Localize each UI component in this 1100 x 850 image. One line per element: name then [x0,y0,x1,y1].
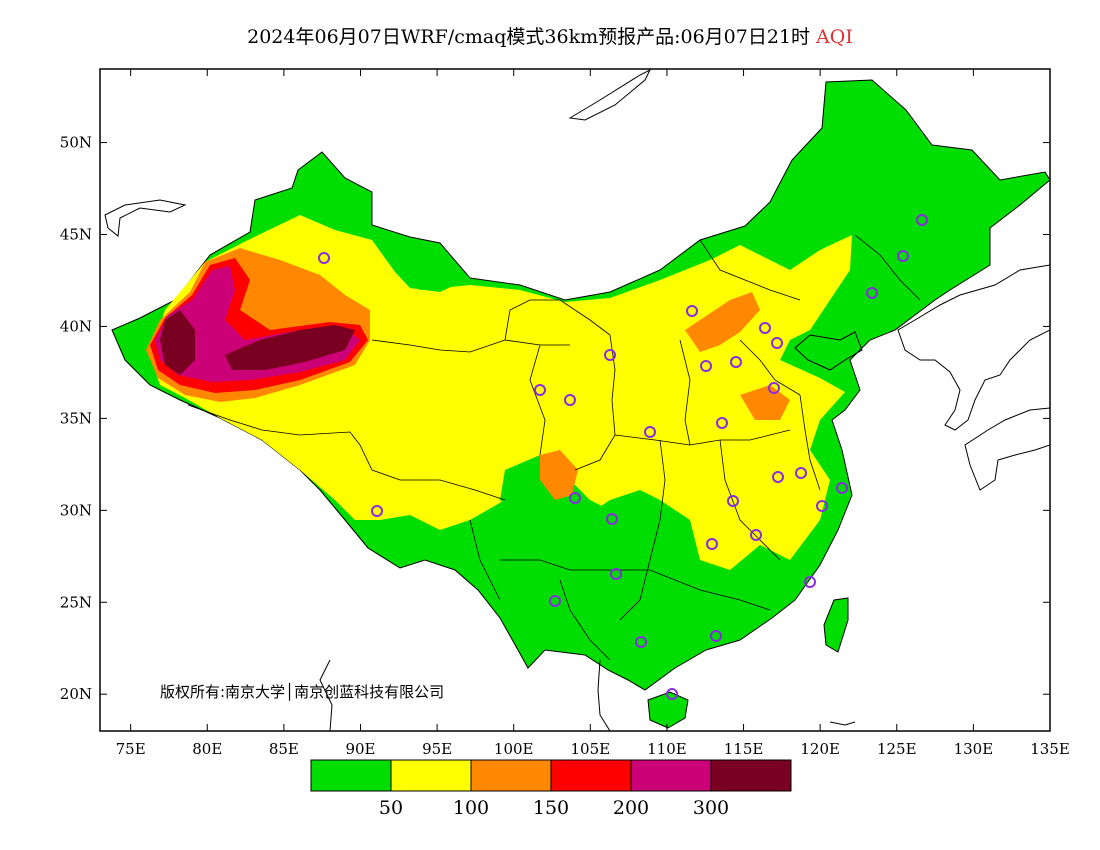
longitude-axis: 75E 80E 85E 90E 95E 100E 105E 110E 115E 120E 125E 1… [116,69,1070,758]
colorbar-label: 150 [533,797,569,819]
lon-tick-label: 110E [647,740,687,758]
province-borders [187,234,921,661]
lon-tick-label: 120E [800,740,840,758]
lon-tick-label: 100E [494,740,534,758]
station-markers [318,214,928,700]
colorbar-swatch [630,759,712,792]
colorbar-swatch [310,759,392,792]
latitude-axis: 20N 25N 30N 35N 40N 45N 50N [60,134,1050,703]
lat-tick-label: 20N [60,685,92,703]
aqi-sensitive-north-china [685,292,760,352]
lon-tick-label: 80E [192,740,222,758]
title-text: 2024年06月07日WRF/cmaq模式36km预报产品:06月07日21时 [247,26,811,48]
colorbar-swatch [710,759,792,792]
lon-tick-label: 85E [269,740,299,758]
lat-tick-label: 40N [60,317,92,335]
map-title: 2024年06月07日WRF/cmaq模式36km预报产品:06月07日21时 A… [0,22,1100,49]
map-frame [99,68,1051,732]
aqi-good-patch-2 [395,250,470,292]
lon-tick-label: 95E [422,740,452,758]
aqi-sensitive-sichuan [540,450,578,500]
aqi-good-patch [500,455,610,555]
lon-tick-label: 130E [954,740,994,758]
copyright-text: 版权所有:南京大学│南京创蓝科技有限公司 [160,682,444,701]
map-body: 版权所有:南京大学│南京创蓝科技有限公司 [100,69,1050,731]
taiwan-island [823,597,849,653]
colorbar: 50 100 150 200 300 [310,759,792,819]
lat-tick-label: 35N [60,409,92,427]
lat-tick-label: 45N [60,226,92,244]
aqi-hazardous-region [225,325,355,370]
lon-tick-label: 125E [877,740,917,758]
title-variable: AQI [816,26,853,48]
hainan-island [647,691,689,729]
colorbar-swatch [470,759,552,792]
lat-tick-label: 25N [60,593,92,611]
colorbar-label: 100 [453,797,489,819]
lon-tick-label: 135E [1030,740,1070,758]
colorbar-swatch [550,759,632,792]
colorbar-label: 50 [379,797,403,819]
coastlines [104,69,1050,731]
lat-tick-label: 50N [60,134,92,152]
colorbar-label: 200 [613,797,649,819]
lat-tick-label: 30N [60,501,92,519]
colorbar-swatch [390,759,472,792]
lon-tick-label: 105E [571,740,611,758]
lon-tick-label: 90E [345,740,375,758]
aqi-sensitive-hebei [740,385,790,420]
aqi-hazardous-region-2 [160,310,195,375]
colorbar-label: 300 [693,797,729,819]
lon-tick-label: 75E [116,740,146,758]
lon-tick-label: 115E [724,740,764,758]
